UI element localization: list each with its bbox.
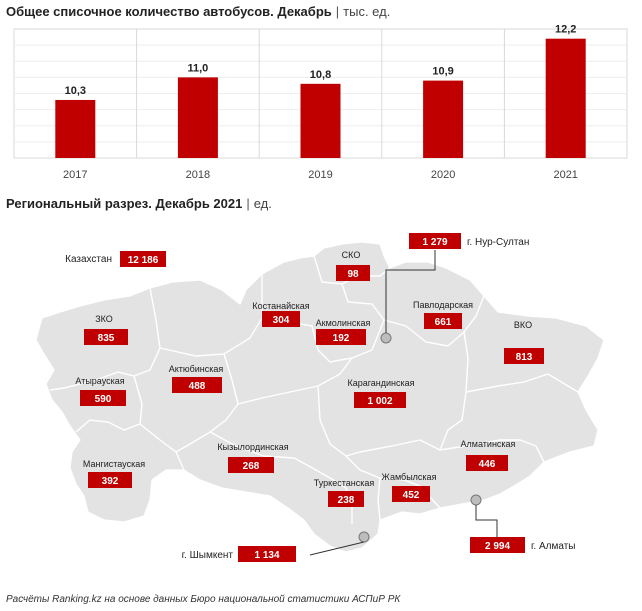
bar-2020 [423,80,464,158]
data-label-2020: 10,9 [432,66,453,78]
x-tick-2019: 2019 [308,169,332,181]
x-tick-2021: 2021 [553,169,577,181]
data-label-2019: 10,8 [310,69,331,81]
region-name-turkestan: Туркестанская [314,478,375,488]
region-pavlodar-value-box [424,313,462,329]
bar-2017 [55,99,96,158]
region-aktobe-value: 488 [189,381,206,392]
region-name-atyrau: Атырауская [75,376,124,386]
city-shymkent-value-box [238,546,296,562]
almaty-marker [470,494,482,506]
bar-2021 [545,38,586,158]
region-name-zko: ЗКО [95,314,113,324]
region-turkestan-value: 238 [338,495,355,506]
region-name-kostanay: Костанайская [252,301,309,311]
data-label-2018: 11,0 [187,62,208,74]
region-atyrau-value-box [80,390,126,406]
region-mangystau-value-box [88,472,132,488]
region-name-mangystau: Мангистауская [83,459,145,469]
title-separator: | [335,4,340,19]
region-zhambyl-value: 452 [403,490,420,501]
data-label-2017: 10,3 [65,85,86,97]
map-title-text: Региональный разрез. Декабрь 2021 [6,196,243,211]
region-name-pavlodar: Павлодарская [413,300,473,310]
region-name-vko: ВКО [514,320,532,330]
x-tick-2017: 2017 [63,169,87,181]
region-zko-value-box [84,329,128,345]
almaty-connector [475,505,498,537]
map-labels: Казахстан 12 186 СКО 98 Костанайская 304 Акмол… [65,233,575,562]
nursultan-marker [380,332,392,344]
region-kyzylorda-value-box [228,457,274,473]
region-atyrau-value: 590 [95,394,112,405]
region-karaganda-value-box [354,392,406,408]
x-tick-2018: 2018 [186,169,210,181]
x-tick-2020: 2020 [431,169,455,181]
city-almaty-value-box [470,537,525,553]
bar-2018 [177,77,218,158]
city-nursultan-value-box [409,233,461,249]
region-akmola-value-box [316,329,366,345]
bar-2019 [300,83,341,158]
city-shymkent-value: 1 134 [254,550,279,561]
data-label-2021: 12,2 [555,24,576,36]
region-aktobe-value-box [172,377,222,393]
shymkent-connector [309,541,365,556]
region-zhambyl-value-box [392,486,430,502]
region-karaganda-value: 1 002 [367,396,392,407]
region-name-kyzylorda: Кызылординская [217,442,288,452]
region-sko-value-box [336,265,370,281]
region-name-sko: СКО [342,250,361,260]
region-akmola-value: 192 [333,333,350,344]
nursultan-connector [385,250,436,333]
map-unit: ед. [253,196,272,211]
region-name-zhambyl: Жамбылская [382,472,437,482]
region-kostanay-value: 304 [273,315,290,326]
city-name-nursultan: г. Нур-Султан [467,237,529,248]
region-sko-value: 98 [347,269,359,280]
city-name-shymkent: г. Шымкент [182,550,234,561]
region-mangystau-value: 392 [102,476,119,487]
total-value-box [120,251,166,267]
kazakhstan-map: Казахстан 12 186 СКО 98 Костанайская 304 Акмол… [35,233,605,562]
region-vko-value: 813 [516,352,533,363]
region-name-karaganda: Карагандинская [347,378,414,388]
shymkent-marker [358,531,370,543]
source-footer: Расчёты Ranking.kz на основе данных Бюро… [6,594,401,605]
region-almaty_reg-value-box [466,455,508,471]
chart-unit: тыс. ед. [343,4,391,19]
bar-chart: 10,3 2017 11,0 2018 10,8 2019 10,9 2020 12,2 2021 [13,24,628,181]
map-title: Региональный разрез. Декабрь 2021 | ед. [6,196,272,211]
city-nursultan-value: 1 279 [422,237,447,248]
region-turkestan-value-box [328,491,364,507]
title-separator: | [246,196,250,211]
chart-title-text: Общее списочное количество автобусов. Де… [6,4,332,19]
city-almaty-value: 2 994 [485,541,510,552]
region-name-almaty_reg: Алматинская [461,439,516,449]
region-zko-value: 835 [98,333,115,344]
region-kostanay-value-box [262,311,300,327]
chart-title: Общее списочное количество автобусов. Де… [6,4,390,19]
region-almaty_reg-value: 446 [479,459,496,470]
region-vko-value-box [504,348,544,364]
region-name-aktobe: Актюбинская [169,364,224,374]
region-name-akmola: Акмолинская [316,318,371,328]
region-pavlodar-value: 661 [435,317,452,328]
region-kyzylorda-value: 268 [243,461,260,472]
city-markers [309,250,498,556]
city-name-almaty: г. Алматы [531,541,575,552]
total-value: 12 186 [128,255,159,266]
total-label: Казахстан [65,254,112,265]
